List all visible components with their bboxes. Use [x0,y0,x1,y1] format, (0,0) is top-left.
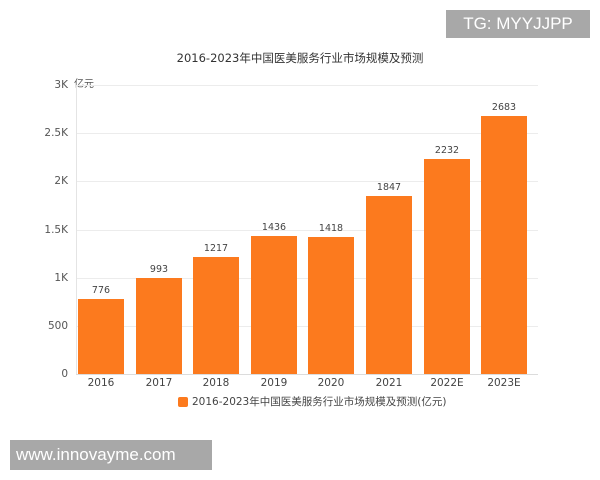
bar-value-label: 1217 [203,243,229,254]
bar-value-label: 993 [149,264,169,275]
grid-line-2k [76,181,538,182]
grid-line-2.5k [76,133,538,134]
x-tick-label: 2018 [202,377,230,389]
x-tick-label: 2016 [87,377,115,389]
bar-2017[interactable] [136,278,182,374]
bar-2022E[interactable] [424,159,470,374]
grid-line-500 [76,326,538,327]
bar-2018[interactable] [193,257,239,374]
bar-2020[interactable] [308,237,354,374]
y-axis-unit-label: 亿元 [74,75,94,90]
watermark-top-right: TG: MYYJJPP [446,10,590,38]
bar-2021[interactable] [366,196,412,374]
bar-value-label: 2683 [491,102,517,113]
y-tick-label: 0 [61,368,68,380]
grid-line-1.5k [76,230,538,231]
x-tick-label: 2020 [317,377,345,389]
y-axis-line [76,85,77,375]
legend-label: 2016-2023年中国医美服务行业市场规模及预测(亿元) [192,396,447,408]
legend-swatch [178,396,188,407]
x-tick-label: 2017 [145,377,173,389]
bar-2016[interactable] [78,299,124,374]
chart-title: 2016-2023年中国医美服务行业市场规模及预测 [176,51,424,65]
grid-line-3k [76,85,538,86]
bar-value-label: 1418 [318,223,344,234]
x-tick-label: 2021 [375,377,403,389]
watermark-bottom-left: www.innovayme.com [10,440,212,470]
x-tick-label: 2019 [260,377,288,389]
bar-value-label: 1847 [376,182,402,193]
y-tick-label: 1K [54,272,68,284]
bar-value-label: 776 [91,285,111,296]
y-tick-label: 500 [47,320,68,332]
bar-2019[interactable] [251,236,297,374]
grid-line-1k [76,278,538,279]
legend[interactable]: 2016-2023年中国医美服务行业市场规模及预测(亿元) [178,394,446,409]
bar-value-label: 2232 [434,145,460,156]
x-tick-label: 2023E [487,377,521,389]
y-tick-label: 2K [54,175,68,187]
bar-2023E[interactable] [481,116,527,374]
bar-value-label: 1436 [261,222,287,233]
y-tick-label: 3K [54,79,68,91]
y-tick-label: 2.5K [44,127,68,139]
y-tick-label: 1.5K [44,224,68,236]
x-tick-label: 2022E [430,377,464,389]
x-axis-line [76,374,538,375]
